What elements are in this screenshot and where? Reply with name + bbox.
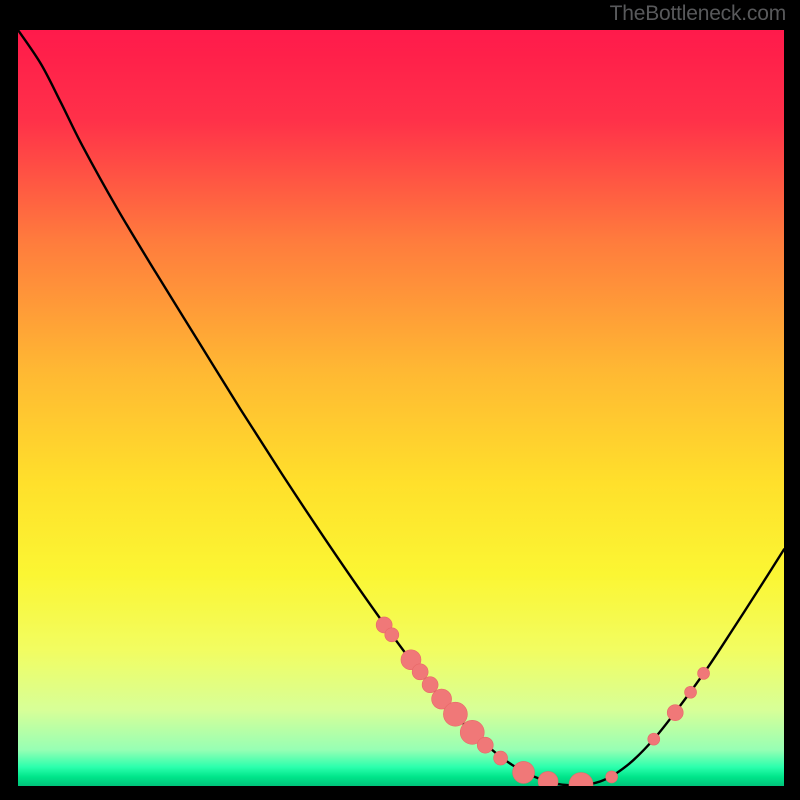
data-marker <box>443 702 467 726</box>
data-marker <box>667 705 683 721</box>
gradient-background <box>18 30 784 786</box>
data-marker <box>494 751 508 765</box>
data-marker <box>685 686 697 698</box>
data-marker <box>422 677 438 693</box>
data-marker <box>412 664 428 680</box>
data-marker <box>385 628 399 642</box>
data-marker <box>698 667 710 679</box>
data-marker <box>648 733 660 745</box>
attribution-text: TheBottleneck.com <box>610 2 786 26</box>
data-marker <box>606 771 618 783</box>
plot-area <box>18 30 784 786</box>
data-marker <box>513 761 535 783</box>
data-marker <box>477 737 493 753</box>
chart-svg <box>18 30 784 786</box>
